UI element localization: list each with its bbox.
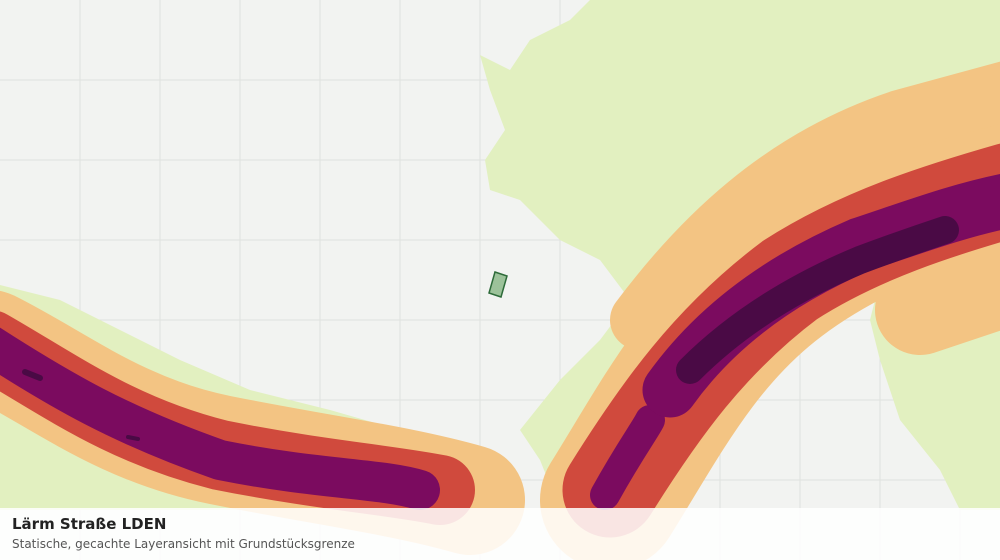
layer-title: Lärm Straße LDEN <box>12 515 167 533</box>
parcel-boundary[interactable] <box>488 271 508 298</box>
caption: Lärm Straße LDEN Statische, gecachte Lay… <box>0 508 1000 560</box>
noise-zone-extreme <box>22 216 959 441</box>
layer-subtitle: Statische, gecachte Layeransicht mit Gru… <box>12 537 355 551</box>
